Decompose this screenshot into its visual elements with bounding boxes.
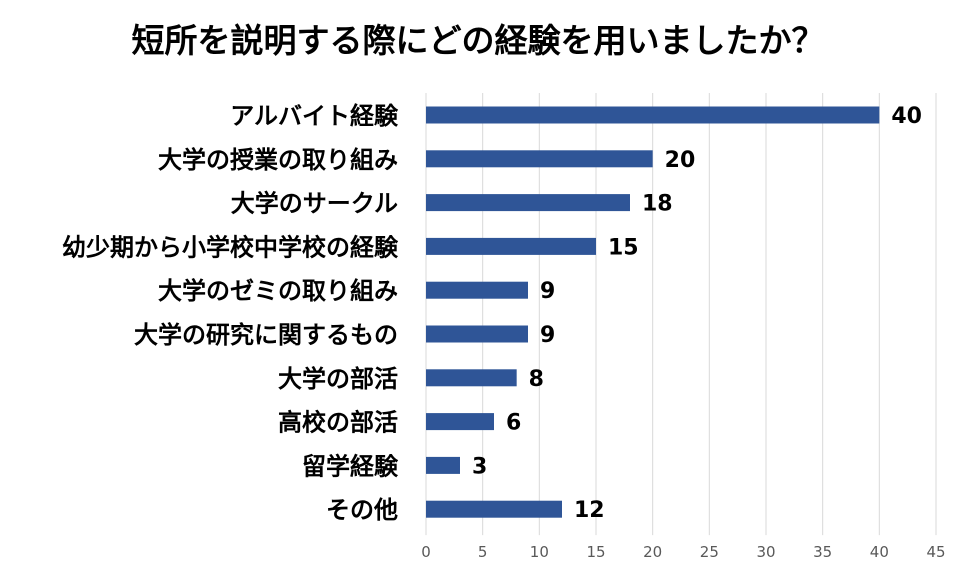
category-labels: アルバイト経験大学の授業の取り組み大学のサークル幼少期から小学校中学校の経験大学… [62, 102, 399, 524]
category-label: アルバイト経験 [230, 102, 399, 130]
bar [426, 500, 562, 518]
bar [426, 281, 528, 299]
bar [426, 237, 596, 255]
x-tick-label: 5 [478, 543, 488, 561]
category-label: 留学経験 [302, 452, 399, 480]
category-label: 幼少期から小学校中学校の経験 [62, 233, 399, 261]
data-label: 3 [472, 454, 487, 479]
data-label: 9 [540, 323, 555, 348]
bar [426, 325, 528, 343]
category-label: 大学のサークル [231, 190, 398, 218]
category-label: 高校の部活 [278, 409, 398, 437]
chart-title: 短所を説明する際にどの経験を用いましたか？ [132, 21, 825, 60]
x-tick-label: 20 [643, 543, 662, 561]
x-tick-label: 15 [586, 543, 605, 561]
data-label: 6 [506, 411, 521, 436]
category-label: 大学の部活 [278, 365, 398, 393]
category-label: その他 [326, 496, 398, 524]
bars [426, 106, 880, 518]
x-tick-label: 0 [421, 543, 431, 561]
x-tick-label: 40 [870, 543, 889, 561]
x-tick-label: 45 [926, 543, 945, 561]
bar [426, 106, 880, 124]
x-axis-ticks: 0 5 10 15 20 25 30 35 40 45 [421, 543, 945, 561]
bar [426, 150, 653, 168]
data-label: 40 [891, 104, 922, 129]
x-tick-label: 35 [813, 543, 832, 561]
x-tick-label: 25 [700, 543, 719, 561]
bar [426, 456, 460, 474]
x-tick-label: 30 [756, 543, 775, 561]
data-label: 9 [540, 279, 555, 304]
data-label: 15 [608, 235, 639, 260]
bar [426, 194, 630, 212]
x-tick-label: 10 [530, 543, 549, 561]
bar [426, 369, 517, 387]
data-label: 18 [642, 192, 673, 217]
bar [426, 413, 494, 431]
data-label: 8 [529, 367, 544, 392]
category-label: 大学のゼミの取り組み [158, 277, 398, 305]
data-label: 20 [665, 148, 696, 173]
data-label: 12 [574, 498, 605, 523]
category-label: 大学の授業の取り組み [158, 146, 398, 174]
category-label: 大学の研究に関するもの [134, 321, 398, 349]
